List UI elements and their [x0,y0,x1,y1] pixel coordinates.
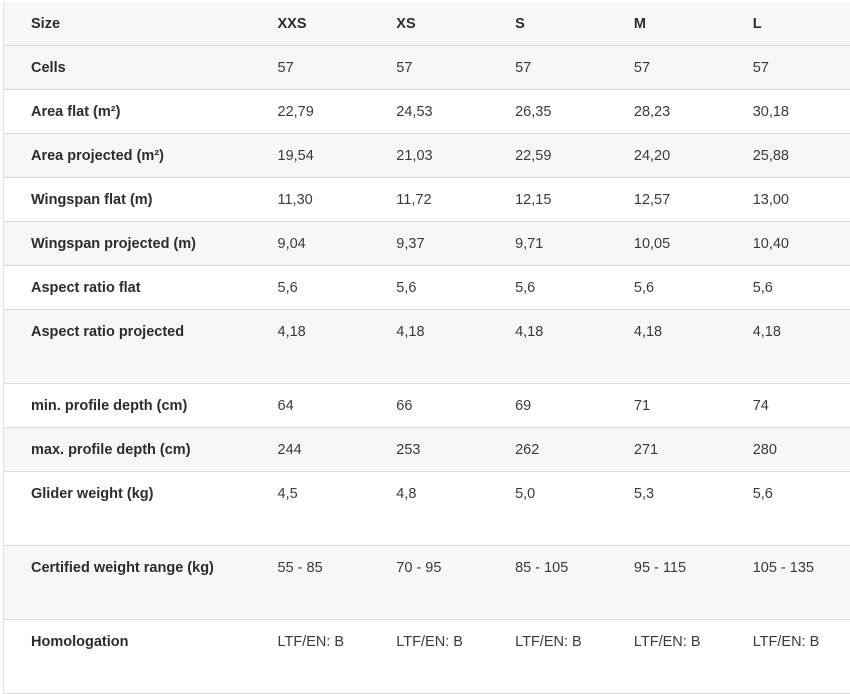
cell-value: 57 [277,45,397,90]
row-label: Certified weight range (kg) [3,545,278,620]
table-row: Wingspan flat (m) 11,30 11,72 12,15 12,5… [3,177,850,222]
header-size-m: M [633,2,753,46]
cell-value: 5,6 [277,265,397,310]
cell-value: LTF/EN: B [396,619,516,694]
table-row: max. profile depth (cm) 244 253 262 271 … [3,427,850,472]
cell-value: 262 [515,427,634,472]
row-label: Area flat (m²) [3,89,278,134]
cell-value: 11,30 [277,177,397,222]
cell-value: 57 [752,45,850,90]
table-row: Homologation LTF/EN: B LTF/EN: B LTF/EN:… [3,619,850,694]
table-row: Wingspan projected (m) 9,04 9,37 9,71 10… [3,221,850,266]
cell-value: 66 [396,383,516,428]
cell-value: 64 [277,383,397,428]
cell-value: 57 [396,45,516,90]
cell-value: 28,23 [633,89,753,134]
cell-value: 4,18 [277,309,397,384]
cell-value: 95 - 115 [633,545,753,620]
row-label: max. profile depth (cm) [3,427,278,472]
header-size-s: S [515,2,634,46]
cell-value: 26,35 [515,89,634,134]
table-row: Aspect ratio projected 4,18 4,18 4,18 4,… [3,309,850,384]
cell-value: 9,71 [515,221,634,266]
header-size-xxs: XXS [277,2,397,46]
cell-value: 12,57 [633,177,753,222]
cell-value: 24,53 [396,89,516,134]
cell-value: LTF/EN: B [515,619,634,694]
cell-value: 25,88 [752,133,850,178]
cell-value: 4,5 [277,471,397,546]
cell-value: 70 - 95 [396,545,516,620]
table-row: Glider weight (kg) 4,5 4,8 5,0 5,3 5,6 [3,471,850,546]
cell-value: 5,6 [633,265,753,310]
row-label: min. profile depth (cm) [3,383,278,428]
cell-value: 85 - 105 [515,545,634,620]
row-label: Aspect ratio projected [3,309,278,384]
cell-value: 57 [633,45,753,90]
table-row: Certified weight range (kg) 55 - 85 70 -… [3,545,850,620]
cell-value: 4,18 [633,309,753,384]
cell-value: 271 [633,427,753,472]
cell-value: 57 [515,45,634,90]
cell-value: 4,18 [752,309,850,384]
header-label: Size [3,2,278,46]
cell-value: 22,79 [277,89,397,134]
table-row: Aspect ratio flat 5,6 5,6 5,6 5,6 5,6 [3,265,850,310]
row-label: Area projected (m²) [3,133,278,178]
table-row: Area flat (m²) 22,79 24,53 26,35 28,23 3… [3,89,850,134]
row-label: Wingspan flat (m) [3,177,278,222]
cell-value: 105 - 135 [752,545,850,620]
cell-value: 5,0 [515,471,634,546]
table-row: min. profile depth (cm) 64 66 69 71 74 [3,383,850,428]
cell-value: 244 [277,427,397,472]
row-label: Homologation [3,619,278,694]
row-label: Glider weight (kg) [3,471,278,546]
row-label: Aspect ratio flat [3,265,278,310]
cell-value: 24,20 [633,133,753,178]
cell-value: LTF/EN: B [752,619,850,694]
cell-value: 4,8 [396,471,516,546]
cell-value: 5,6 [752,471,850,546]
cell-value: 13,00 [752,177,850,222]
cell-value: 21,03 [396,133,516,178]
cell-value: 5,6 [515,265,634,310]
cell-value: 11,72 [396,177,516,222]
table-row: Area projected (m²) 19,54 21,03 22,59 24… [3,133,850,178]
cell-value: 9,04 [277,221,397,266]
header-size-l: L [752,2,850,46]
cell-value: 71 [633,383,753,428]
cell-value: 74 [752,383,850,428]
header-row: Size XXS XS S M L [3,2,850,46]
cell-value: LTF/EN: B [277,619,397,694]
cell-value: 19,54 [277,133,397,178]
cell-value: 5,3 [633,471,753,546]
cell-value: 12,15 [515,177,634,222]
cell-value: 69 [515,383,634,428]
cell-value: 280 [752,427,850,472]
cell-value: LTF/EN: B [633,619,753,694]
row-label: Wingspan projected (m) [3,221,278,266]
cell-value: 10,40 [752,221,850,266]
cell-value: 22,59 [515,133,634,178]
cell-value: 30,18 [752,89,850,134]
cell-value: 55 - 85 [277,545,397,620]
cell-value: 9,37 [396,221,516,266]
cell-value: 10,05 [633,221,753,266]
cell-value: 5,6 [752,265,850,310]
cell-value: 253 [396,427,516,472]
cell-value: 5,6 [396,265,516,310]
spec-table: Size XXS XS S M L Cells 57 57 57 57 57 A… [3,2,850,694]
table-row: Cells 57 57 57 57 57 [3,45,850,90]
header-size-xs: XS [396,2,516,46]
cell-value: 4,18 [396,309,516,384]
cell-value: 4,18 [515,309,634,384]
row-label: Cells [3,45,278,90]
